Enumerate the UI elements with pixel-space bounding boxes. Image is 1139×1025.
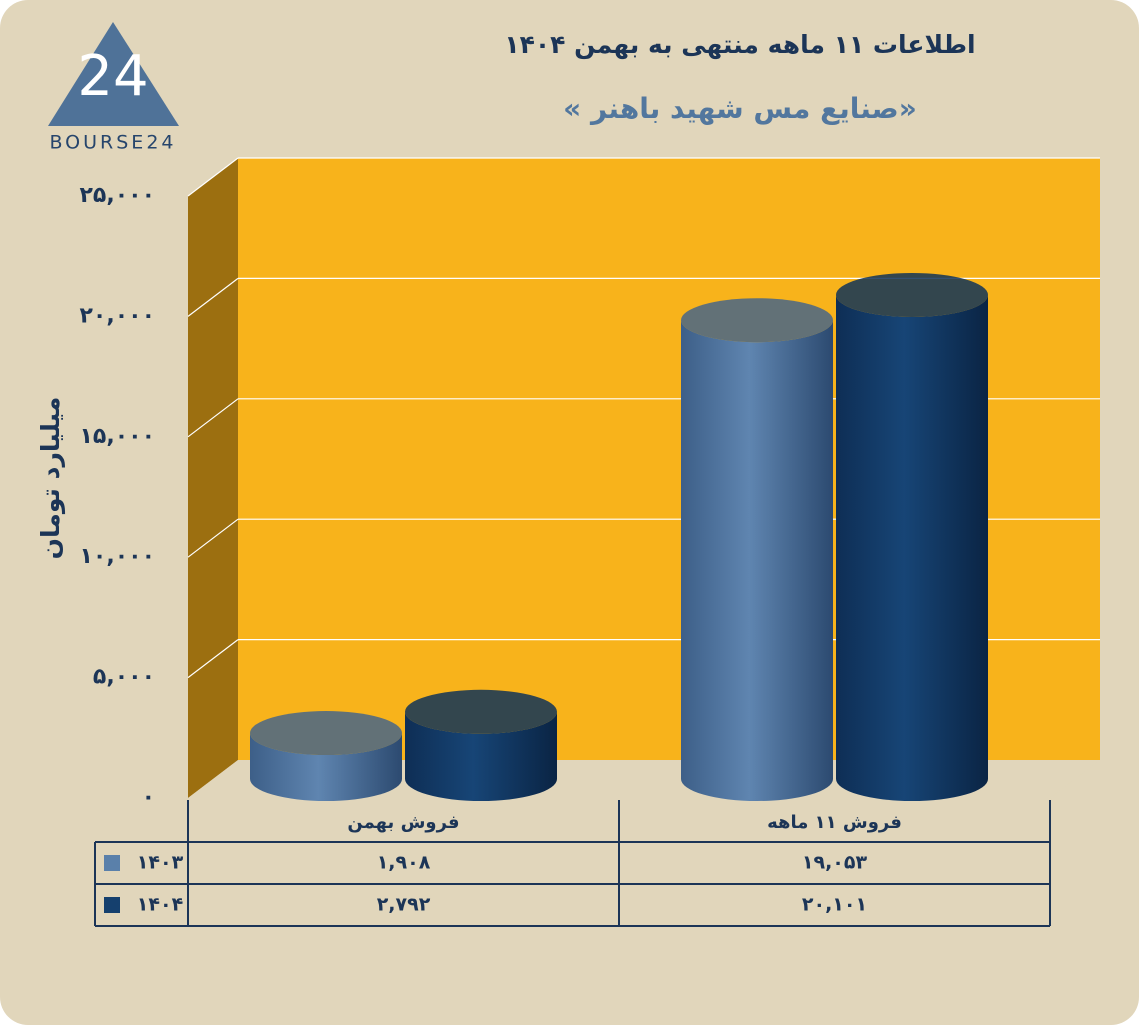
- cylinder: [836, 294, 988, 801]
- logo: 24 BOURSE24: [48, 22, 179, 154]
- x-tick-label: فروش ۱۱ ماهه: [767, 812, 902, 833]
- cylinder: [405, 711, 557, 801]
- grid-line-side: [187, 157, 239, 197]
- data-label: ۲۰,۱۰۱: [802, 894, 867, 916]
- legend-label: ۱۴۰۴: [137, 894, 183, 916]
- cylinder-top: [836, 272, 988, 317]
- chart-title: اطلاعات ۱۱ ماهه منتهی به بهمن ۱۴۰۴: [504, 30, 975, 60]
- logo-text: BOURSE24: [49, 132, 176, 154]
- cylinder: [250, 733, 402, 801]
- y-tick-label: ۱۰,۰۰۰: [80, 544, 156, 569]
- y-tick-label: ۵,۰۰۰: [93, 665, 155, 690]
- cylinder-top: [250, 711, 402, 756]
- grid-line-side: [187, 398, 239, 438]
- chart-subtitle: « صنایع مس شهید باهنر»: [563, 92, 917, 125]
- legend-swatch: [104, 897, 120, 913]
- y-tick-label: ۰: [142, 785, 155, 810]
- grid-line-side: [187, 277, 239, 317]
- logo-triangle: [48, 22, 179, 126]
- data-label: ۱۹,۰۵۳: [802, 852, 868, 874]
- y-axis-label: میلیارد تومان: [36, 397, 66, 560]
- data-label: ۱,۹۰۸: [377, 852, 431, 874]
- grid-line-side: [187, 518, 239, 558]
- cylinder: [681, 320, 833, 801]
- data-label: ۲,۷۹۲: [377, 894, 431, 916]
- y-tick-label: ۲۵,۰۰۰: [80, 183, 156, 208]
- cylinder-top: [681, 298, 833, 343]
- legend-label: ۱۴۰۳: [137, 852, 184, 874]
- x-tick-label: فروش بهمن: [347, 812, 459, 833]
- grid-line-side: [187, 639, 239, 679]
- legend-swatch: [104, 855, 120, 871]
- y-tick-label: ۱۵,۰۰۰: [80, 424, 156, 449]
- logo-mark: 24: [77, 44, 148, 109]
- cylinder-top: [405, 689, 557, 734]
- side-wall: [188, 158, 238, 798]
- y-tick-label: ۲۰,۰۰۰: [80, 303, 156, 328]
